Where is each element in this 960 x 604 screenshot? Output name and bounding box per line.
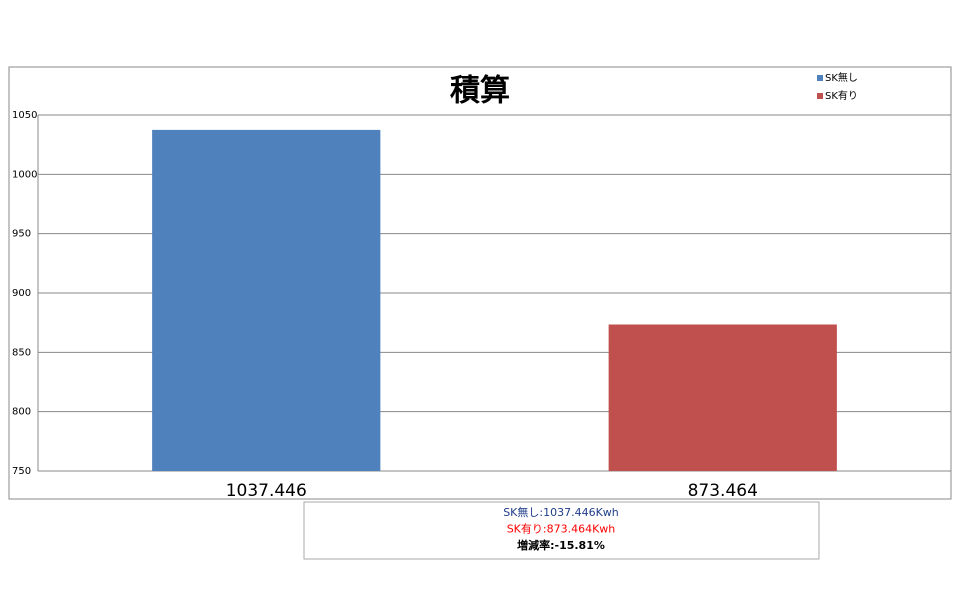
bar [152,129,381,472]
y-tick-label: 1050 [12,110,37,121]
y-tick-label: 850 [12,347,31,358]
note-text: 増減率:-15.81% [517,538,605,552]
x-tick-label: 1037.446 [226,481,307,501]
legend-label: SK無し [825,71,858,84]
y-tick-label: 750 [12,466,31,477]
y-tick-label: 950 [12,229,31,240]
legend-swatch [817,93,823,99]
note-text: SK有り:873.464Kwh [507,522,616,536]
notes-box [303,501,820,560]
y-tick-label: 800 [12,407,31,418]
y-tick-label: 1000 [12,169,37,180]
bar [608,324,837,471]
legend-swatch [817,75,823,81]
x-tick-label: 873.464 [688,481,758,501]
legend-label: SK有り [825,89,858,102]
note-text: SK無し:1037.446Kwh [503,505,619,519]
y-tick-label: 900 [12,288,31,299]
chart-title: 積算 [450,74,510,109]
